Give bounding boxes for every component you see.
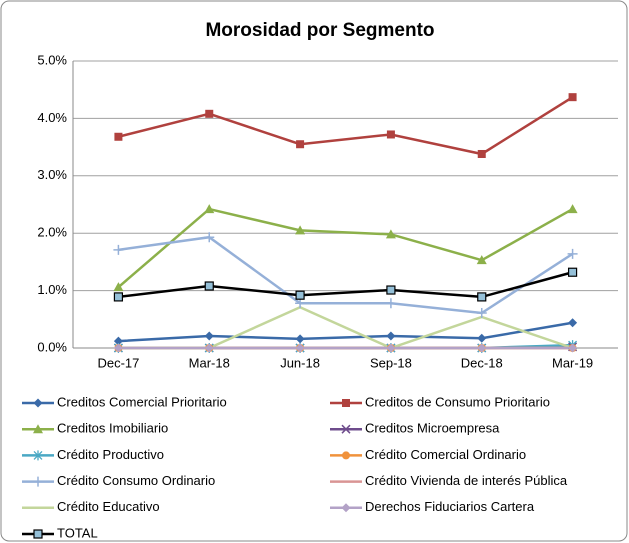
legend-label: Crédito Vivienda de interés Pública bbox=[365, 473, 568, 488]
legend-label: TOTAL bbox=[57, 525, 98, 540]
series-line bbox=[117, 207, 574, 289]
marker bbox=[113, 244, 124, 255]
legend-marker bbox=[33, 529, 43, 539]
marker bbox=[476, 255, 487, 265]
marker bbox=[205, 109, 214, 118]
legend-marker bbox=[342, 451, 350, 460]
x-tick-label: Sep-18 bbox=[370, 355, 412, 370]
legend-label: Creditos Imobiliario bbox=[57, 421, 168, 436]
marker bbox=[113, 336, 123, 346]
y-tick-label: 3.0% bbox=[37, 167, 67, 182]
marker bbox=[114, 132, 123, 141]
legend-label: Creditos Microempresa bbox=[365, 421, 500, 436]
marker bbox=[204, 343, 214, 353]
marker bbox=[113, 343, 123, 353]
marker bbox=[295, 290, 305, 300]
series-line bbox=[118, 96, 574, 156]
legend-marker bbox=[33, 398, 43, 408]
x-tick-label: Dec-17 bbox=[97, 355, 139, 370]
marker bbox=[296, 140, 305, 149]
marker bbox=[568, 93, 577, 102]
y-tick-label: 5.0% bbox=[37, 52, 67, 67]
marker bbox=[386, 343, 396, 353]
marker bbox=[204, 331, 214, 341]
marker bbox=[567, 267, 578, 277]
marker bbox=[386, 130, 395, 139]
series-line bbox=[118, 235, 574, 315]
legend-marker bbox=[33, 450, 43, 461]
y-tick-label: 4.0% bbox=[37, 110, 67, 125]
marker bbox=[477, 292, 487, 302]
legend-marker bbox=[341, 424, 351, 434]
legend-label: Creditos de Consumo Prioritario bbox=[365, 394, 550, 409]
marker bbox=[295, 334, 305, 344]
marker bbox=[386, 331, 396, 341]
marker bbox=[568, 343, 578, 353]
legend-label: Crédito Productivo bbox=[57, 447, 164, 462]
x-tick-label: Mar-19 bbox=[552, 355, 593, 370]
x-tick-label: Jun-18 bbox=[280, 355, 320, 370]
marker bbox=[386, 285, 396, 295]
legend-label: Crédito Consumo Ordinario bbox=[57, 473, 215, 488]
legend-label: Crédito Educativo bbox=[57, 499, 160, 514]
marker bbox=[204, 232, 215, 243]
marker bbox=[567, 204, 578, 214]
marker bbox=[295, 298, 306, 309]
legend-marker bbox=[33, 424, 43, 434]
legend-marker bbox=[342, 399, 350, 407]
x-tick-label: Dec-18 bbox=[461, 355, 503, 370]
marker bbox=[477, 149, 486, 158]
marker bbox=[204, 281, 214, 291]
marker bbox=[385, 229, 396, 239]
marker bbox=[568, 318, 578, 328]
marker bbox=[477, 343, 487, 353]
marker bbox=[567, 248, 578, 259]
legend-marker bbox=[341, 503, 351, 513]
series-line bbox=[118, 321, 573, 343]
marker bbox=[113, 292, 124, 302]
x-tick-label: Mar-18 bbox=[189, 355, 230, 370]
marker bbox=[295, 225, 306, 235]
marker bbox=[204, 204, 215, 214]
series-line bbox=[118, 271, 573, 299]
marker bbox=[385, 298, 396, 309]
y-tick-label: 1.0% bbox=[37, 282, 67, 297]
marker bbox=[477, 333, 487, 343]
legend-label: Creditos Comercial Prioritario bbox=[57, 394, 227, 409]
marker bbox=[295, 343, 305, 353]
legend-label: Crédito Comercial Ordinario bbox=[365, 447, 526, 462]
legend-marker bbox=[33, 476, 43, 487]
y-tick-label: 0.0% bbox=[37, 339, 67, 354]
legend-label: Derechos Fiduciarios Cartera bbox=[365, 499, 535, 514]
y-tick-label: 2.0% bbox=[37, 225, 67, 240]
marker bbox=[113, 282, 124, 292]
marker bbox=[476, 307, 487, 318]
chart-title: Morosidad por Segmento bbox=[205, 20, 434, 41]
